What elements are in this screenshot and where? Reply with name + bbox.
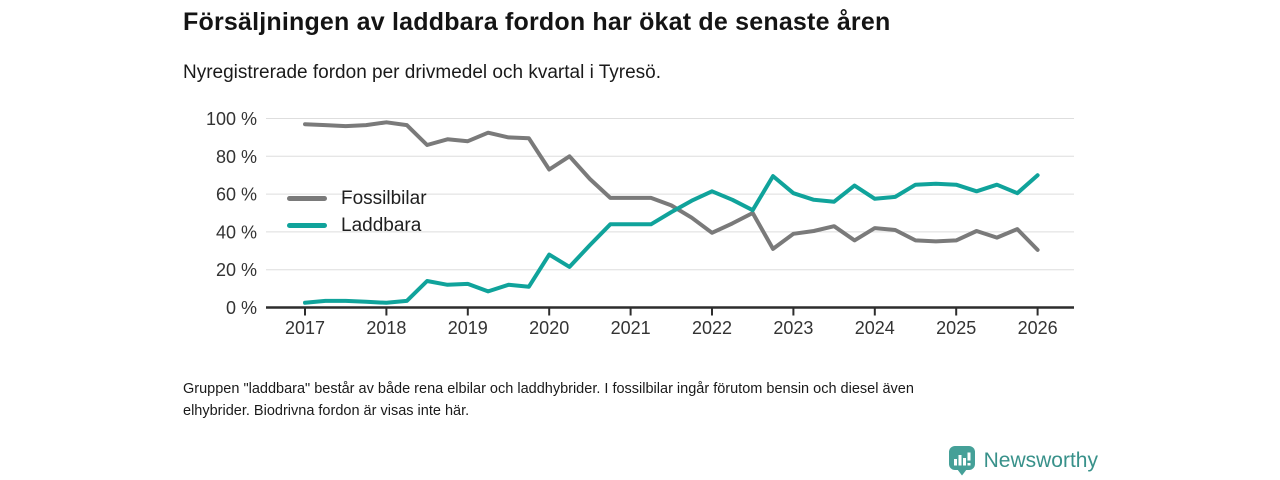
chart-footnote: Gruppen "laddbara" består av både rena e… (183, 378, 914, 422)
newsworthy-logo-text: Newsworthy (983, 448, 1098, 472)
newsworthy-bar-chart-pin-icon (948, 446, 975, 476)
x-axis-label-2023: 2023 (773, 318, 813, 338)
x-axis-label-2022: 2022 (692, 318, 732, 338)
x-axis-label-2020: 2020 (529, 318, 569, 338)
x-axis-label-2018: 2018 (366, 318, 406, 338)
x-axis-label-2024: 2024 (855, 318, 895, 338)
footnote-line-2: elhybrider. Biodrivna fordon är visas in… (183, 403, 470, 419)
legend-label-fossilbilar: Fossilbilar (341, 187, 427, 209)
y-axis-label-40: 40 % (216, 222, 257, 242)
chart-subtitle: Nyregistrerade fordon per drivmedel och … (183, 62, 662, 83)
y-axis-label-20: 20 % (216, 260, 257, 280)
x-axis-label-2025: 2025 (936, 318, 976, 338)
legend-label-laddbara: Laddbara (341, 214, 422, 236)
y-axis-label-0: 0 % (226, 298, 257, 318)
x-axis-label-2026: 2026 (1018, 318, 1058, 338)
y-axis-label-80: 80 % (216, 147, 257, 167)
x-axis-label-2019: 2019 (448, 318, 488, 338)
newsworthy-logo: Newsworthy (948, 445, 1098, 476)
series-line-fossilbilar (303, 120, 1040, 252)
y-axis-label-60: 60 % (216, 185, 257, 205)
chart-title: Försäljningen av laddbara fordon har öka… (183, 8, 891, 36)
series-line-laddbara (303, 173, 1040, 305)
x-axis-label-2017: 2017 (285, 318, 325, 338)
legend-swatch-fossilbilar-icon (287, 196, 327, 201)
footnote-line-1: Gruppen "laddbara" består av både rena e… (183, 381, 914, 397)
legend-swatch-laddbara-icon (287, 223, 327, 228)
legend-item-laddbara: Laddbara (287, 212, 427, 239)
y-axis-label-100: 100 % (206, 109, 257, 129)
chart-legend: Fossilbilar Laddbara (287, 185, 427, 239)
legend-item-fossilbilar: Fossilbilar (287, 185, 427, 212)
x-axis-label-2021: 2021 (611, 318, 651, 338)
